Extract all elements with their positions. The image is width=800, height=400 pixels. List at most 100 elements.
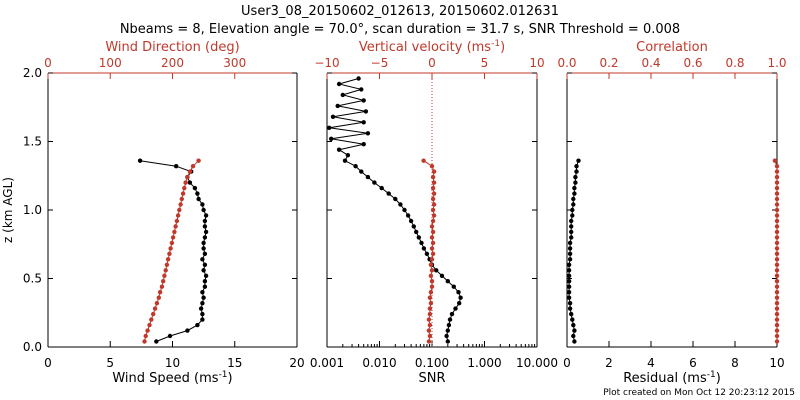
data-point — [449, 311, 455, 317]
data-point — [201, 246, 206, 251]
data-point — [566, 262, 572, 267]
series-line — [568, 160, 579, 342]
data-point — [361, 98, 366, 103]
data-point — [414, 229, 419, 235]
x-tick-label: 10 — [165, 356, 180, 370]
data-point — [774, 235, 780, 240]
data-point — [156, 295, 161, 300]
x-tick-label: 6 — [689, 356, 697, 370]
data-point — [151, 311, 156, 317]
data-point — [571, 322, 576, 328]
data-point — [572, 328, 577, 333]
data-point — [200, 202, 205, 207]
x-top-tick-label: 0 — [44, 56, 52, 70]
data-point — [774, 246, 780, 251]
x-axis-label-exponent: -1 — [219, 370, 228, 380]
data-point — [445, 279, 450, 284]
x-top-tick-label: 0 — [428, 56, 436, 70]
x-tick-label: 0.100 — [415, 356, 449, 370]
x-top-tick-label: −5 — [371, 56, 389, 70]
data-point — [161, 279, 166, 284]
data-point — [774, 185, 780, 191]
x-axis-label-exponent: -1 — [707, 370, 716, 380]
data-point — [163, 268, 168, 273]
x-top-tick-label: 0.6 — [683, 56, 702, 70]
series-line — [329, 78, 462, 342]
data-point — [774, 268, 780, 273]
data-point — [330, 114, 336, 120]
data-point — [429, 284, 435, 289]
x-axis-label-close: ) — [716, 371, 721, 386]
data-point — [774, 262, 780, 267]
data-point — [202, 284, 208, 289]
data-point — [356, 76, 361, 81]
x-axis-label: SNR — [418, 371, 445, 386]
x-top-tick-label: 0.8 — [725, 56, 744, 70]
x-tick-label: 5 — [106, 356, 114, 370]
data-point — [202, 251, 208, 256]
data-point — [185, 328, 190, 333]
data-point — [336, 147, 342, 152]
data-point — [187, 169, 193, 174]
x-top-axis-label: Wind Direction (deg) — [105, 40, 239, 55]
data-point — [170, 235, 176, 240]
data-point — [430, 240, 436, 246]
x-tick-label: 8 — [731, 356, 739, 370]
data-point — [154, 339, 159, 344]
data-point — [173, 224, 178, 229]
x-top-tick-label: 0.2 — [599, 56, 618, 70]
x-tick-label: 10.000 — [516, 356, 558, 370]
data-point — [195, 191, 200, 196]
data-point — [774, 218, 780, 224]
panel-3: 0 2 4 6 8 10 0.0 0.2 0.4 0.6 0.8 1.0 Residual (ms-1)… — [557, 40, 786, 386]
data-point — [774, 191, 780, 196]
data-point — [429, 268, 435, 273]
data-point — [379, 185, 384, 191]
data-point — [431, 180, 437, 185]
data-point — [419, 240, 424, 246]
data-point — [190, 164, 196, 169]
x-axis-label-text: SNR — [418, 371, 445, 386]
data-point — [416, 235, 421, 240]
data-point — [196, 158, 201, 163]
data-point — [427, 311, 433, 317]
data-point — [142, 339, 147, 344]
data-point — [200, 311, 205, 317]
data-point — [185, 174, 190, 180]
data-point — [444, 333, 449, 339]
series-1-black — [566, 158, 581, 344]
data-point — [772, 158, 778, 163]
x-tick-label: 4 — [647, 356, 655, 370]
data-point — [154, 301, 160, 306]
data-point — [405, 213, 411, 218]
data-point — [774, 213, 780, 218]
data-point — [569, 218, 574, 224]
x-top-tick-label: 300 — [223, 56, 246, 70]
data-point — [567, 301, 573, 306]
data-point — [566, 295, 572, 300]
data-point — [571, 202, 576, 207]
data-point — [774, 224, 780, 229]
data-point — [202, 218, 208, 224]
data-point — [183, 180, 188, 185]
data-point — [353, 164, 358, 169]
data-point — [340, 92, 345, 98]
data-point — [201, 295, 206, 300]
data-point — [137, 158, 143, 163]
data-point — [200, 317, 205, 322]
data-point — [570, 317, 575, 322]
x-tick-label: 1.000 — [467, 356, 501, 370]
data-point — [430, 229, 436, 235]
data-point — [439, 273, 445, 278]
data-point — [198, 306, 204, 311]
series-1-black — [327, 76, 463, 344]
data-point — [451, 284, 456, 289]
data-point — [427, 322, 433, 328]
data-point — [431, 213, 437, 218]
data-point — [569, 229, 574, 235]
data-point — [203, 273, 209, 278]
data-point — [430, 218, 436, 224]
data-point — [327, 125, 332, 130]
x-axis-label-text: Wind Speed (ms — [112, 371, 218, 386]
